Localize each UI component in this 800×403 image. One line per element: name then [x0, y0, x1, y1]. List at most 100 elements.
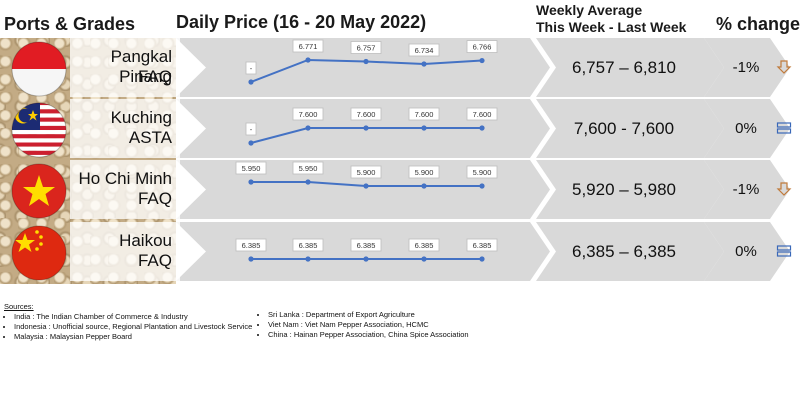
price-point [363, 256, 369, 262]
data-label: - [250, 125, 253, 134]
down-arrow-icon [776, 181, 792, 202]
price-point [248, 179, 254, 185]
data-label: 7.600 [299, 110, 318, 119]
data-label-box [245, 122, 257, 136]
grade-name: FAQ [137, 67, 172, 86]
data-label: 6.385 [473, 241, 492, 250]
port-label-band [70, 222, 180, 281]
data-label-box [350, 107, 382, 121]
sources-block-right: Sri Lanka : Department of Export Agricul… [258, 310, 469, 340]
price-point [305, 125, 311, 131]
weekly-header-line1: Weekly Average [536, 2, 643, 18]
data-label-box [466, 238, 498, 252]
equal-icon [776, 120, 792, 141]
source-item: China : Hainan Pepper Association, China… [268, 330, 469, 340]
percent-change-value: -1% [732, 181, 760, 198]
port-name: Haikou [119, 231, 172, 250]
price-point [421, 125, 427, 131]
source-item: Indonesia : Unofficial source, Regional … [14, 322, 252, 332]
data-label: 5.900 [473, 168, 492, 177]
data-label: 5.950 [299, 164, 318, 173]
down-arrow-icon [776, 59, 792, 80]
price-point [479, 183, 485, 189]
grade-name: FAQ [137, 251, 172, 270]
price-point [305, 256, 311, 262]
data-label-box [408, 238, 440, 252]
data-label: 6.385 [242, 241, 261, 250]
chevron-band: - 6.771 6.757 6.734 6.766 [176, 38, 790, 97]
price-point [363, 183, 369, 189]
source-item: India : The Indian Chamber of Commerce &… [14, 312, 252, 322]
price-point [248, 256, 254, 262]
weekly-average-header: Weekly Average This Week - Last Week [536, 2, 686, 36]
port-label-band [70, 38, 180, 97]
data-label: 7.600 [415, 110, 434, 119]
weekly-header-line2: This Week - Last Week [536, 19, 687, 35]
price-point [421, 61, 427, 67]
port-name: Ho Chi Minh [78, 169, 172, 188]
data-label-box [292, 238, 324, 252]
data-label-box [235, 238, 267, 252]
data-label: 5.950 [242, 164, 261, 173]
weekly-average-value: 6,385 – 6,385 [572, 242, 676, 261]
data-label: - [250, 64, 253, 73]
chevron-band: 5.950 5.950 5.900 5.900 5.900 [176, 160, 790, 219]
price-point [305, 179, 311, 185]
data-label: 7.600 [473, 110, 492, 119]
port-label-band [70, 99, 180, 158]
percent-change-header: % change [716, 14, 800, 34]
weekly-average-value: 5,920 – 5,980 [572, 180, 676, 199]
data-label-box [408, 43, 440, 57]
price-point [479, 125, 485, 131]
data-label: 6.385 [357, 241, 376, 250]
data-label: 6.385 [415, 241, 434, 250]
data-label: 5.900 [415, 168, 434, 177]
data-label-box [466, 40, 498, 53]
percent-change-value: 0% [735, 120, 757, 137]
data-label: 6.757 [357, 44, 376, 53]
data-label: 7.600 [357, 110, 376, 119]
price-point [248, 140, 254, 146]
source-item: Viet Nam : Viet Nam Pepper Association, … [268, 320, 469, 330]
price-point [305, 57, 311, 63]
data-label-box [408, 107, 440, 121]
vietnam-flag-icon [10, 162, 68, 225]
malaysia-flag-icon [10, 101, 68, 164]
price-point [421, 256, 427, 262]
data-label-box [292, 39, 324, 53]
data-label: 6.766 [473, 43, 492, 52]
data-label-box [408, 165, 440, 179]
price-point [363, 125, 369, 131]
data-label-box [350, 165, 382, 179]
grade-name: ASTA [128, 128, 172, 147]
port-name: Kuching [110, 108, 172, 127]
source-item: Sri Lanka : Department of Export Agricul… [268, 310, 469, 320]
ports-grades-header: Ports & Grades [4, 14, 136, 34]
data-label-box [292, 107, 324, 121]
port-row: 6.385 6.385 6.385 6.385 6.385 Haikou FAQ 6,385 … [0, 222, 800, 281]
equal-icon [776, 243, 792, 264]
data-label-box [466, 165, 498, 179]
sources-block: Sources: India : The Indian Chamber of C… [4, 302, 252, 342]
port-row: 5.950 5.950 5.900 5.900 5.900 Ho Chi Minh FAQ 5… [0, 160, 800, 219]
data-label-box [350, 238, 382, 252]
chevron-band: 6.385 6.385 6.385 6.385 6.385 [176, 222, 790, 281]
data-label-box [350, 41, 382, 54]
data-label-box [245, 61, 257, 75]
percent-change-value: 0% [735, 243, 757, 260]
weekly-average-value: 7,600 - 7,600 [573, 119, 675, 138]
grade-name: FAQ [137, 189, 172, 208]
weekly-average-value: 6,757 – 6,810 [572, 58, 676, 77]
data-label: 6.385 [299, 241, 318, 250]
percent-change-value: -1% [732, 59, 760, 76]
china-flag-icon [10, 224, 68, 287]
price-point [363, 58, 369, 65]
data-label-box [466, 107, 498, 121]
price-point [421, 183, 427, 189]
data-label: 5.900 [357, 168, 376, 177]
data-label: 6.734 [415, 46, 434, 55]
data-label: 6.771 [299, 42, 318, 51]
daily-price-header: Daily Price (16 - 20 May 2022) [176, 12, 427, 32]
sources-title: Sources: [4, 302, 34, 311]
port-row: - 7.600 7.600 7.600 7.600 Kuching ASTA 7,600 - … [0, 99, 800, 158]
